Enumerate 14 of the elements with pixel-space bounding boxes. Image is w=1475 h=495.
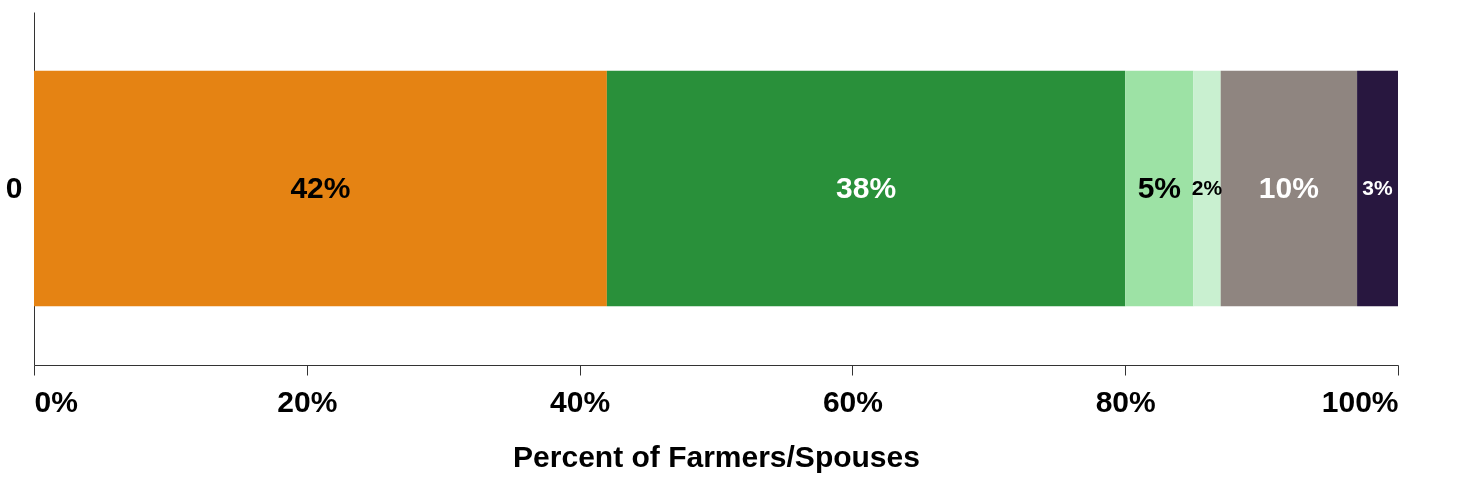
text: 3% xyxy=(1362,175,1393,199)
x-tick-label: 0% xyxy=(34,384,78,418)
x-axis-title: Percent of Farmers/Spouses xyxy=(513,439,920,473)
x-tick-label: 40% xyxy=(550,384,611,418)
x-tick-label: 20% xyxy=(277,384,338,418)
x-tick-label: 60% xyxy=(822,384,883,418)
y-tick-label: 0 xyxy=(5,170,23,204)
text: 42% xyxy=(290,170,351,204)
x-tick-label: 100% xyxy=(1321,384,1399,418)
text: 5% xyxy=(1137,170,1181,204)
x-tick-label: 80% xyxy=(1095,384,1156,418)
text: 10% xyxy=(1258,170,1319,204)
text: 38% xyxy=(836,170,897,204)
text: 2% xyxy=(1191,175,1223,199)
